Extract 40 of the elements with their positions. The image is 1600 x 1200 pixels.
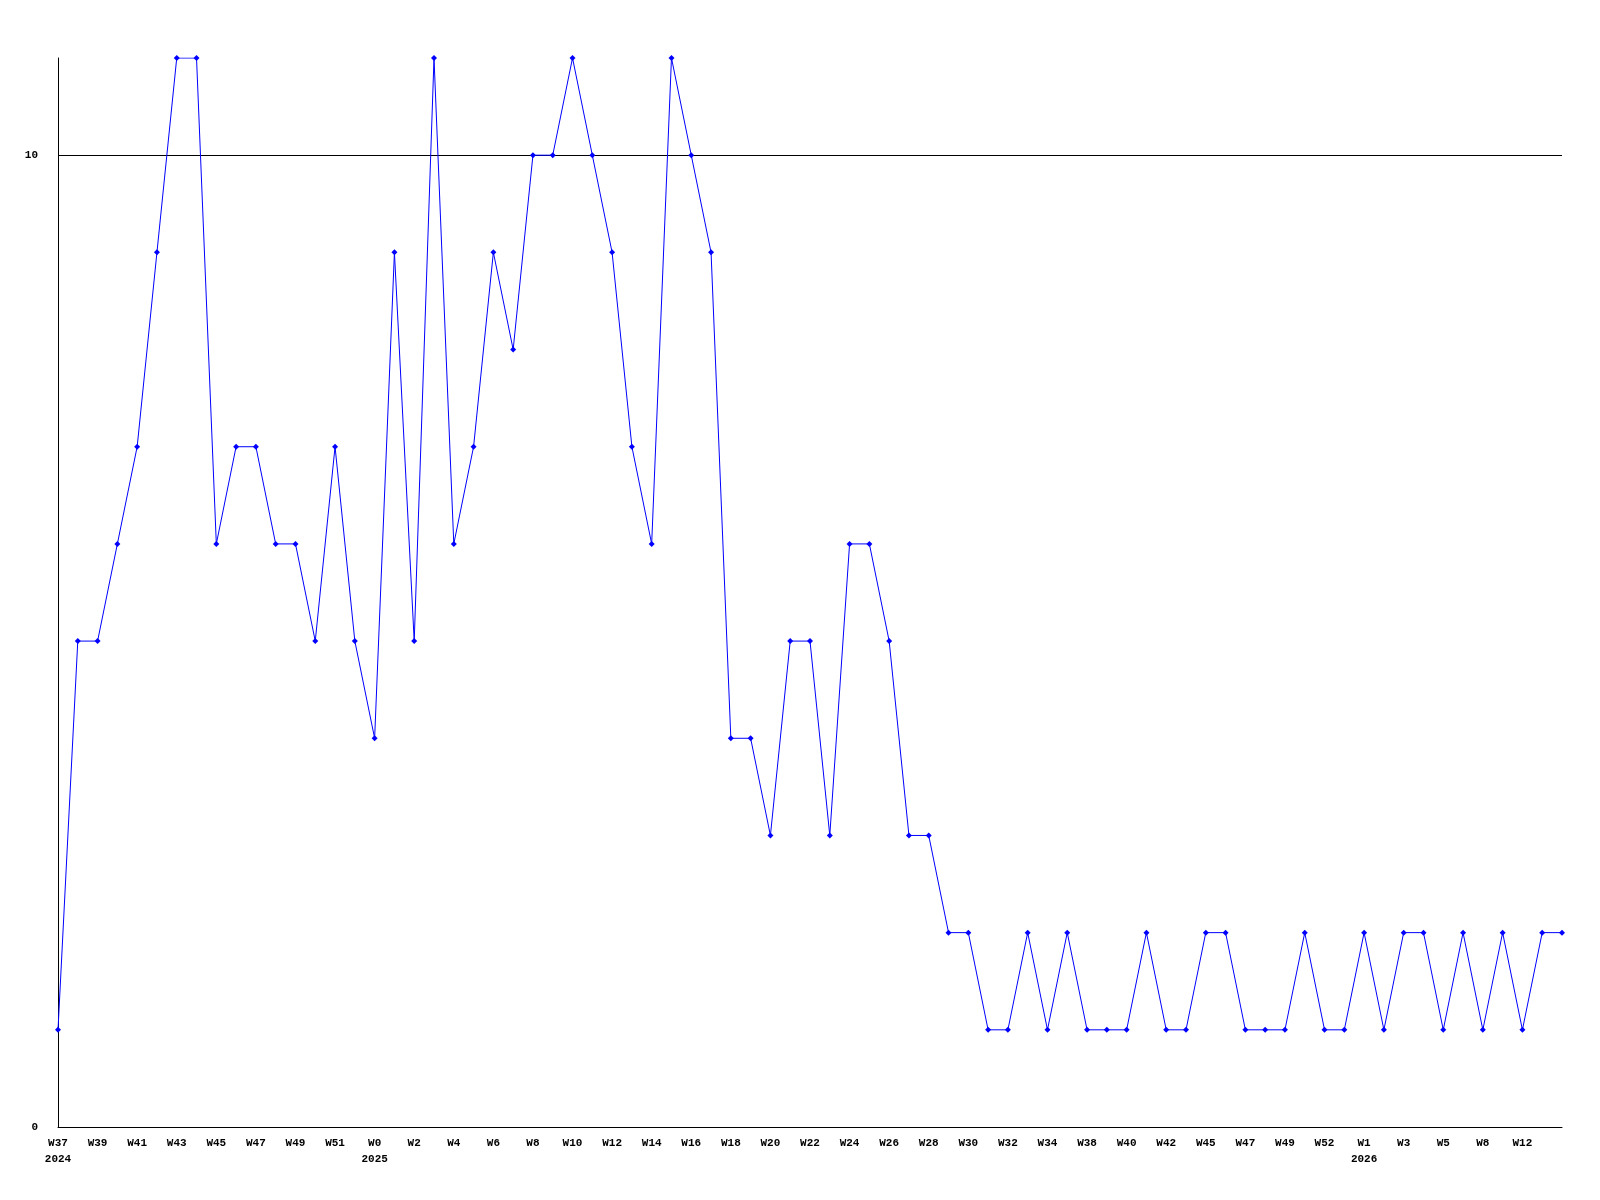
x-tick-label: W40 <box>1116 1137 1137 1149</box>
x-tick-label: W12 <box>1512 1137 1533 1149</box>
x-tick-label: W24 <box>839 1137 860 1149</box>
x-tick-label: W8 <box>526 1137 540 1149</box>
x-tick-label: W30 <box>958 1137 979 1149</box>
x-tick-label: W26 <box>879 1137 900 1149</box>
x-tick-label: W4 <box>447 1137 461 1149</box>
x-tick-label: W49 <box>285 1137 306 1149</box>
x-tick-label: W28 <box>918 1137 940 1149</box>
x-tick-label: W41 <box>127 1137 148 1149</box>
x-tick-label: W38 <box>1077 1137 1098 1149</box>
x-tick-label: W47 <box>1235 1137 1256 1149</box>
x-tick-label: W22 <box>800 1137 820 1149</box>
x-tick-label: W32 <box>997 1137 1018 1149</box>
x-tick-label: W45 <box>1195 1137 1217 1149</box>
x-tick-label: W43 <box>166 1137 188 1149</box>
x-tick-label: W16 <box>681 1137 702 1149</box>
x-tick-label: W34 <box>1037 1137 1058 1149</box>
x-tick-label: W0 2025 <box>361 1137 389 1165</box>
x-tick-label: W2 <box>407 1137 421 1149</box>
x-tick-label: W5 <box>1436 1137 1451 1149</box>
y-tick-label: 10 <box>24 149 38 162</box>
x-tick-label: W10 <box>562 1137 583 1149</box>
x-tick-label: W39 <box>87 1137 108 1149</box>
x-tick-label: W14 <box>641 1137 662 1149</box>
x-tick-label: W52 <box>1314 1137 1335 1149</box>
x-tick-label: W37 2024 <box>44 1137 72 1165</box>
x-tick-label: W49 <box>1275 1137 1295 1149</box>
x-tick-label: W51 <box>325 1137 346 1149</box>
x-tick-label: W3 <box>1397 1137 1411 1149</box>
y-tick-label: 0 <box>31 1121 38 1133</box>
x-tick-label: W1 2026 <box>1350 1137 1378 1165</box>
x-tick-label: W47 <box>245 1137 266 1149</box>
x-tick-label: W12 <box>602 1137 623 1149</box>
x-tick-label: W6 <box>486 1137 500 1149</box>
x-tick-label: W18 <box>720 1137 742 1149</box>
x-tick-label: W45 <box>206 1137 227 1149</box>
x-tick-label: W42 <box>1156 1137 1177 1149</box>
x-tick-label: W20 <box>760 1137 781 1149</box>
x-tick-label: W8 <box>1476 1137 1490 1149</box>
